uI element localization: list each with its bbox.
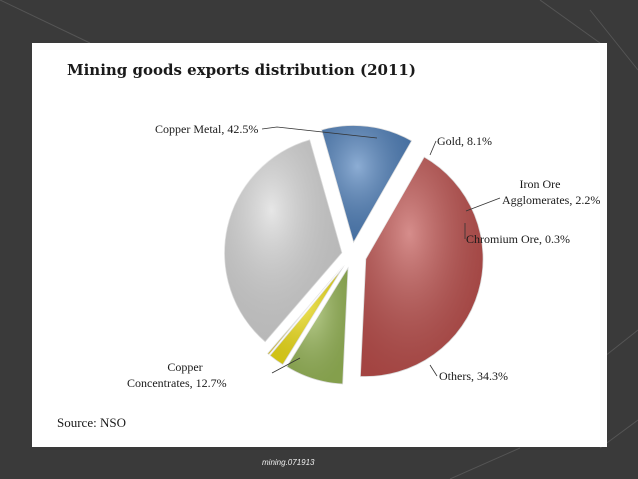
pie-slice-iron-ore-agglomerates bbox=[268, 264, 346, 367]
chart-title: Mining goods exports distribution (2011) bbox=[67, 61, 416, 79]
chart-card: Mining goods exports distribution (2011)… bbox=[32, 43, 607, 447]
leader-line bbox=[429, 364, 438, 377]
pie-slice-others bbox=[223, 138, 344, 344]
slice-label-others: Others, 34.3% bbox=[439, 369, 508, 383]
leader-line bbox=[429, 140, 437, 156]
slice-label-iron-ore-agglomerates: Iron Ore Agglomerates, 2.2% bbox=[502, 177, 600, 207]
leader-line bbox=[271, 357, 301, 374]
leader-line bbox=[261, 126, 378, 139]
pie-slice-gold bbox=[285, 263, 350, 386]
pie-slice-copper-concentrates bbox=[320, 124, 414, 246]
slice-label-copper-concentrates: Copper Concentrates, 12.7% bbox=[127, 360, 227, 390]
leader-line bbox=[465, 197, 501, 212]
footer-text: mining.071913 bbox=[262, 458, 315, 467]
slice-label-copper-metal: Copper Metal, 42.5% bbox=[155, 122, 258, 136]
pie-slice-chromium-ore bbox=[266, 263, 345, 357]
slice-label-chromium-ore: Chromium Ore, 0.3% bbox=[466, 232, 570, 246]
slice-label-gold: Gold, 8.1% bbox=[437, 134, 492, 148]
source-note: Source: NSO bbox=[57, 415, 126, 430]
pie-slice-copper-metal bbox=[359, 155, 485, 378]
pie-chart: Copper Metal, 42.5% Gold, 8.1% Iron Ore Agg… bbox=[127, 122, 600, 390]
